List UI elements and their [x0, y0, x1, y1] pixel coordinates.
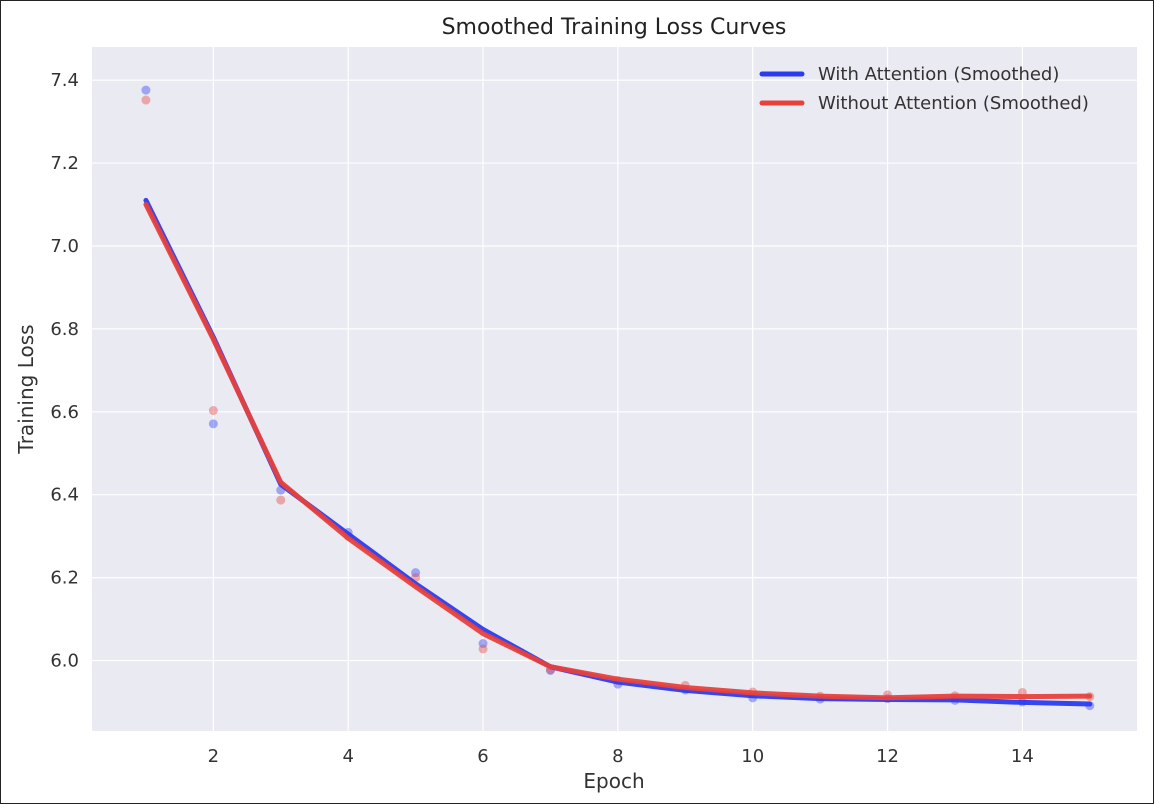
smoothed-lines	[143, 197, 1093, 707]
raw-point-series-0	[478, 639, 488, 649]
x-tick-label: 6	[477, 746, 488, 767]
raw-point-series-1	[141, 95, 151, 105]
raw-point-series-1	[208, 406, 218, 416]
smoothed-line-series-1	[143, 202, 1093, 701]
y-tick-label: 7.4	[50, 70, 79, 91]
y-tick-label: 6.2	[50, 568, 79, 589]
y-tick-label: 6.0	[50, 651, 79, 672]
raw-point-series-1	[276, 495, 286, 505]
legend: With Attention (Smoothed) Without Attenti…	[759, 64, 1089, 114]
raw-point-series-0	[411, 568, 421, 578]
y-tick-label: 7.0	[50, 236, 79, 257]
y-tick-label: 7.2	[50, 153, 79, 174]
y-tick-label: 6.8	[50, 319, 79, 340]
x-tick-label: 4	[342, 746, 353, 767]
raw-point-series-1	[478, 644, 488, 654]
y-tick-label: 6.6	[50, 402, 79, 423]
y-axis-label: Training Loss	[14, 324, 38, 454]
raw-point-series-0	[141, 85, 151, 95]
x-tick-label: 12	[876, 746, 899, 767]
x-tick-label: 2	[208, 746, 219, 767]
y-tick-label: 6.4	[50, 485, 79, 506]
x-tick-labels: 2 4 6 8 10 12 14	[208, 746, 1034, 767]
y-tick-labels: 6.0 6.2 6.4 6.6 6.8 7.0 7.2 7.4	[50, 70, 79, 671]
x-tick-label: 8	[612, 746, 623, 767]
grid-lines	[92, 47, 1137, 731]
x-tick-label: 10	[741, 746, 764, 767]
legend-label-series-1: Without Attention (Smoothed)	[818, 93, 1089, 114]
chart-title: Smoothed Training Loss Curves	[442, 15, 787, 40]
legend-label-series-0: With Attention (Smoothed)	[818, 64, 1059, 85]
x-tick-label: 14	[1011, 746, 1034, 767]
x-axis-label: Epoch	[583, 769, 644, 793]
plot-area	[92, 47, 1137, 731]
raw-point-series-0	[208, 419, 218, 429]
